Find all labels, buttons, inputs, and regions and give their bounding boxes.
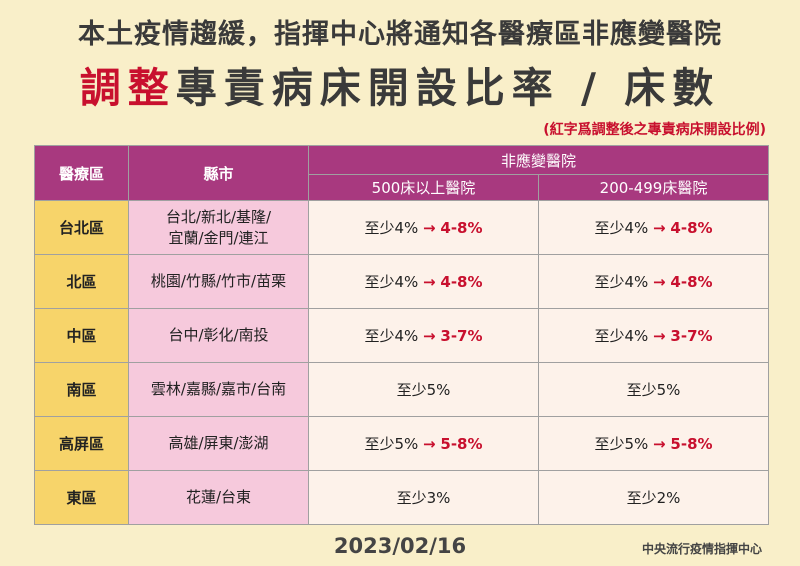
value-200-499-beds: 至少5% <box>537 362 770 417</box>
value-500-beds: 至少3% <box>308 470 539 525</box>
arrow-right-icon: → <box>653 219 666 237</box>
city-line-1: 雲林/嘉縣/嘉市/台南 <box>150 380 287 398</box>
city-cell: 台北/新北/基隆/宜蘭/金門/連江 <box>128 200 309 255</box>
arrow-right-icon: → <box>423 435 436 453</box>
region-cell: 東區 <box>34 470 129 525</box>
arrow-right-icon: → <box>653 327 666 345</box>
value-500-beds: 至少4% → 4-8% <box>308 200 539 255</box>
arrow-right-icon: → <box>653 273 666 291</box>
base-ratio: 至少5% <box>626 381 681 399</box>
arrow-right-icon: → <box>423 219 436 237</box>
header-region: 醫療區 <box>34 145 129 201</box>
adjusted-ratio: 5-8% <box>440 435 483 453</box>
title-rest: 專責病床開設比率 / 床數 <box>175 64 721 112</box>
city-line-1: 台中/彰化/南投 <box>168 326 269 344</box>
region-cell: 中區 <box>34 308 129 363</box>
adjusted-ratio: 5-8% <box>670 435 713 453</box>
table-row: 高屏區 高雄/屏東/澎湖 至少5% → 5-8% 至少5% → 5-8% <box>34 416 770 471</box>
arrow-right-icon: → <box>423 273 436 291</box>
city-line-1: 高雄/屏東/澎湖 <box>168 434 269 452</box>
base-ratio: 至少3% <box>396 489 451 507</box>
base-ratio: 至少5% <box>396 381 451 399</box>
base-ratio: 至少4% <box>594 219 649 237</box>
value-500-beds: 至少5% → 5-8% <box>308 416 539 471</box>
adjusted-ratio: 4-8% <box>440 273 483 291</box>
adjusted-ratio: 4-8% <box>440 219 483 237</box>
base-ratio: 至少4% <box>364 219 419 237</box>
value-500-beds: 至少4% → 3-7% <box>308 308 539 363</box>
city-line-1: 台北/新北/基隆/ <box>165 207 272 226</box>
region-cell: 北區 <box>34 254 129 309</box>
adjusted-ratio: 3-7% <box>440 327 483 345</box>
organization-label: 中央流行疫情指揮中心 <box>641 542 762 556</box>
title-line-1: 本土疫情趨緩，指揮中心將通知各醫療區非應變醫院 <box>78 19 722 50</box>
header-200-499-beds: 200-499床醫院 <box>537 174 770 201</box>
city-line-2: 宜蘭/金門/連江 <box>168 228 269 247</box>
city-cell: 台中/彰化/南投 <box>128 308 309 363</box>
region-cell: 台北區 <box>34 200 129 255</box>
header-500-beds: 500床以上醫院 <box>308 174 539 201</box>
header-city: 縣市 <box>128 145 309 201</box>
table-row: 中區 台中/彰化/南投 至少4% → 3-7% 至少4% → 3-7% <box>34 308 770 363</box>
adjusted-ratio: 4-8% <box>670 273 713 291</box>
region-cell: 高屏區 <box>34 416 129 471</box>
adjusted-ratio: 3-7% <box>670 327 713 345</box>
base-ratio: 至少2% <box>626 489 681 507</box>
value-200-499-beds: 至少4% → 3-7% <box>537 308 770 363</box>
base-ratio: 至少4% <box>364 273 419 291</box>
base-ratio: 至少4% <box>364 327 419 345</box>
red-text-note: (紅字爲調整後之專責病床開設比例) <box>543 122 766 138</box>
table-row: 東區 花蓮/台東 至少3% 至少2% <box>34 470 770 525</box>
city-line-1: 花蓮/台東 <box>185 488 252 506</box>
bed-ratio-table: 醫療區 縣市 非應變醫院 500床以上醫院 200-499床醫院 台北區 台北/新… <box>34 145 770 525</box>
region-cell: 南區 <box>34 362 129 417</box>
value-200-499-beds: 至少2% <box>537 470 770 525</box>
value-500-beds: 至少4% → 4-8% <box>308 254 539 309</box>
city-cell: 桃園/竹縣/竹市/苗栗 <box>128 254 309 309</box>
base-ratio: 至少5% <box>364 435 419 453</box>
base-ratio: 至少5% <box>594 435 649 453</box>
date-label: 2023/02/16 <box>333 534 467 558</box>
city-cell: 高雄/屏東/澎湖 <box>128 416 309 471</box>
table-row: 台北區 台北/新北/基隆/宜蘭/金門/連江 至少4% → 4-8% 至少4% → 4-… <box>34 200 770 255</box>
value-200-499-beds: 至少4% → 4-8% <box>537 200 770 255</box>
city-line-1: 桃園/竹縣/竹市/苗栗 <box>150 272 287 290</box>
base-ratio: 至少4% <box>594 327 649 345</box>
city-cell: 花蓮/台東 <box>128 470 309 525</box>
table-row: 南區 雲林/嘉縣/嘉市/台南 至少5% 至少5% <box>34 362 770 417</box>
arrow-right-icon: → <box>423 327 436 345</box>
title-highlight: 調整 <box>79 64 176 112</box>
value-200-499-beds: 至少4% → 4-8% <box>537 254 770 309</box>
value-500-beds: 至少5% <box>308 362 539 417</box>
header-non-response-hospitals: 非應變醫院 <box>307 145 770 175</box>
title-line-2: 調整專責病床開設比率 / 床數 <box>0 54 800 114</box>
base-ratio: 至少4% <box>594 273 649 291</box>
arrow-right-icon: → <box>653 435 666 453</box>
value-200-499-beds: 至少5% → 5-8% <box>537 416 770 471</box>
city-cell: 雲林/嘉縣/嘉市/台南 <box>128 362 309 417</box>
table-row: 北區 桃園/竹縣/竹市/苗栗 至少4% → 4-8% 至少4% → 4-8% <box>34 254 770 309</box>
adjusted-ratio: 4-8% <box>670 219 713 237</box>
